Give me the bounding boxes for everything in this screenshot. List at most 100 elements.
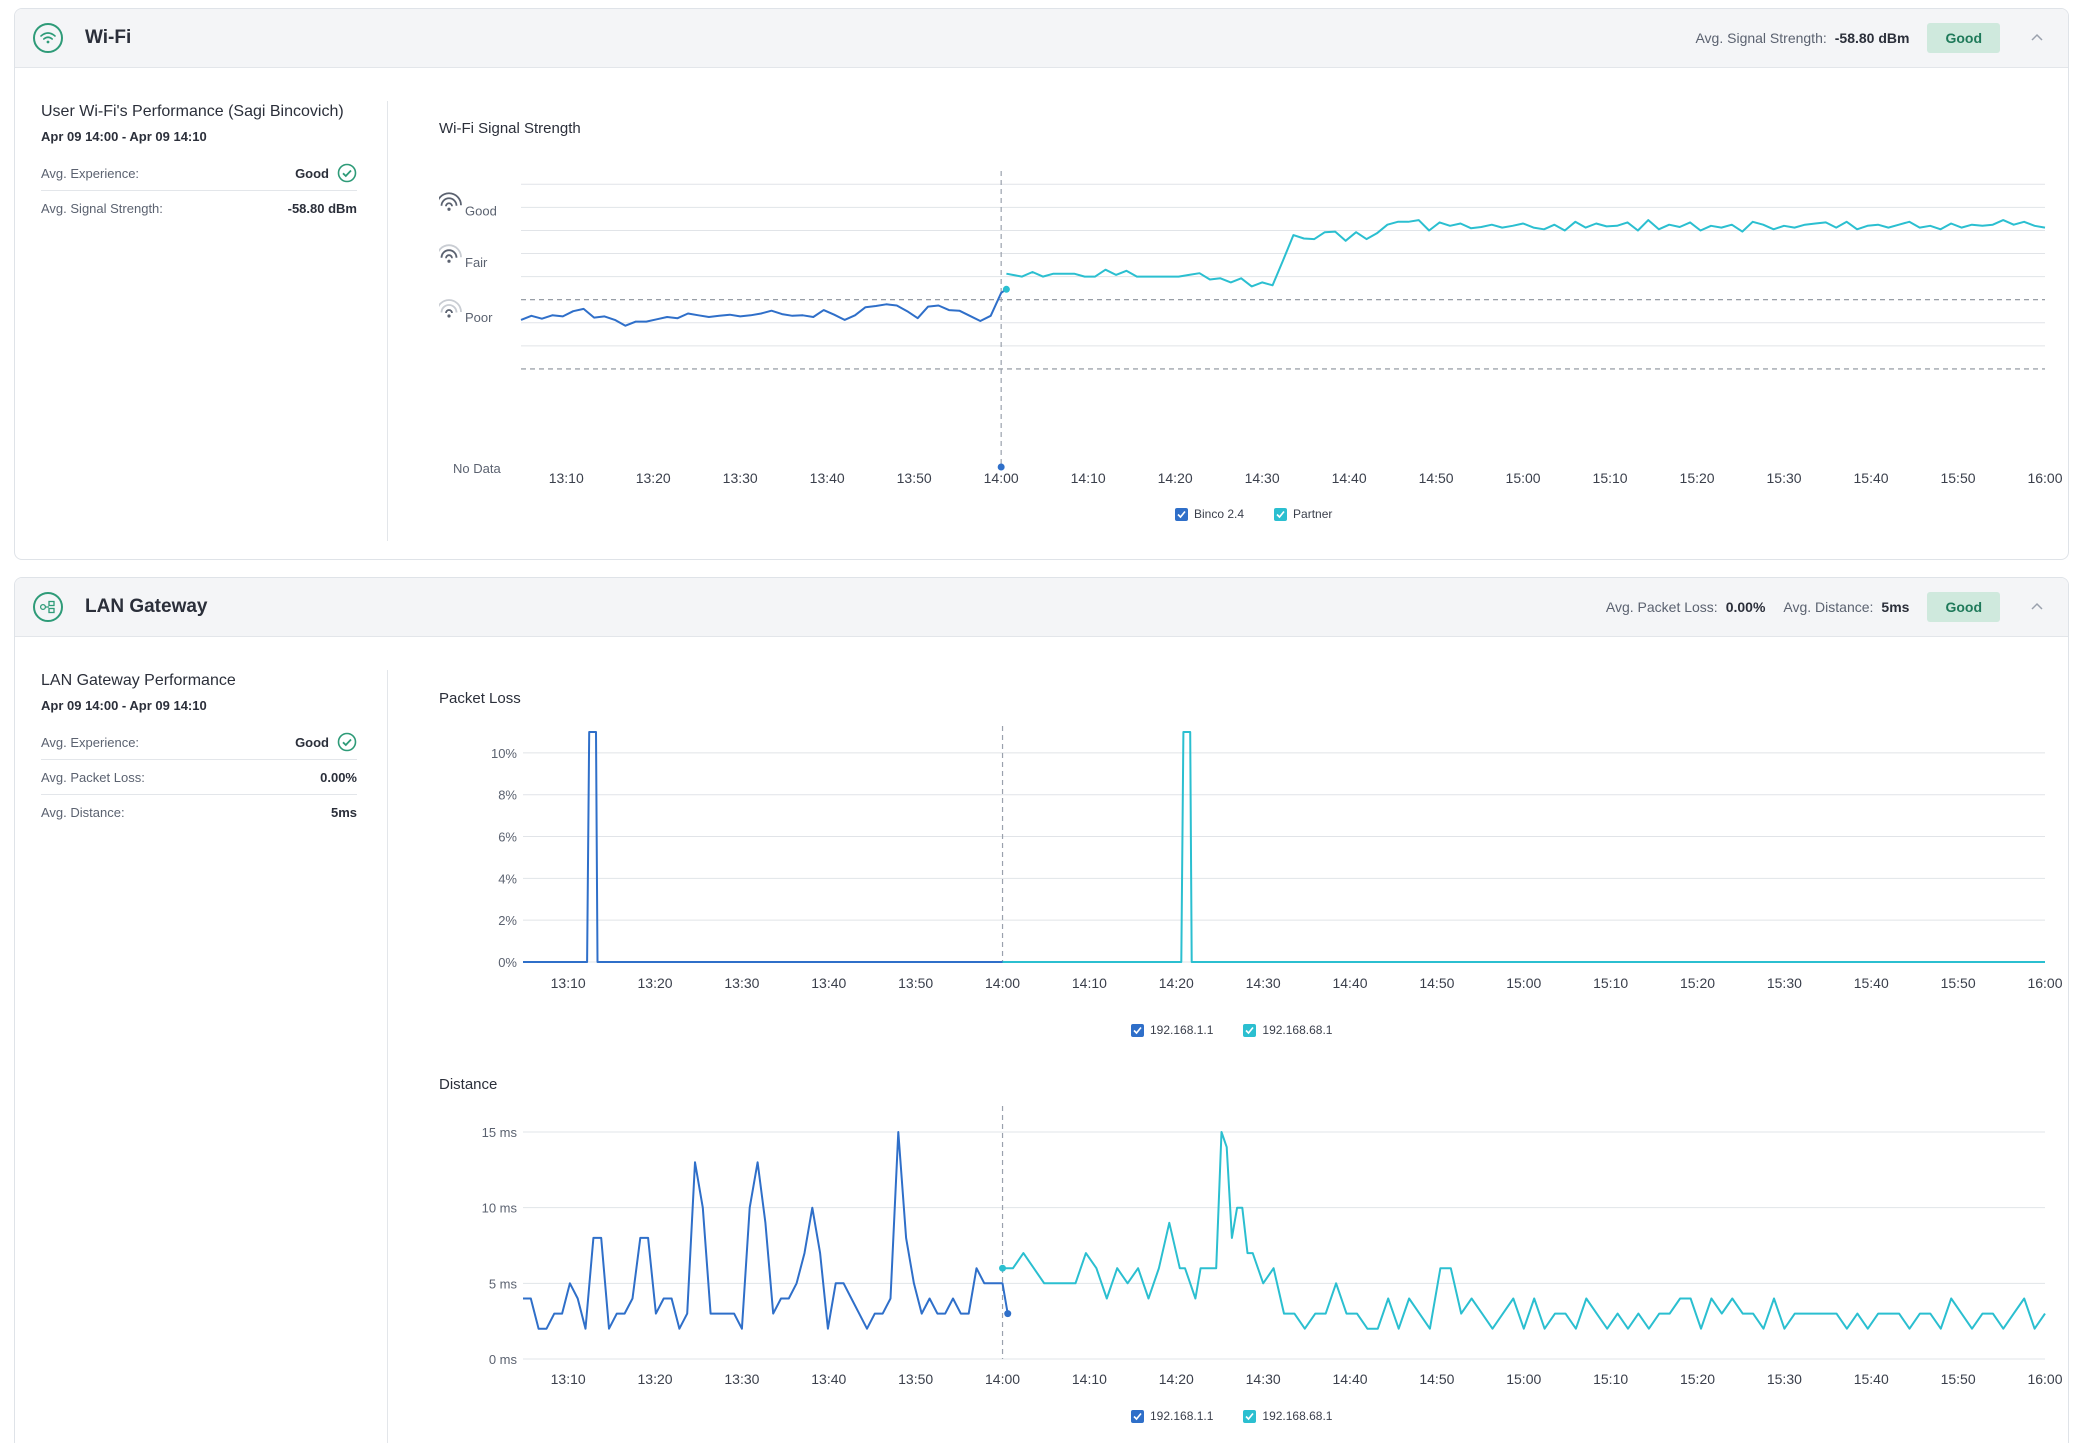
wifi-dot [447, 207, 451, 211]
y-tick-label: 0 ms [489, 1352, 518, 1367]
y-tick-label: 10% [491, 746, 517, 761]
x-tick-label: 15:20 [1680, 975, 1715, 991]
lan-panel-title: LAN Gateway [85, 596, 208, 617]
x-tick-label: 15:10 [1593, 1371, 1628, 1387]
distance-legend: 192.168.1.1 192.168.68.1 [1131, 1409, 1332, 1423]
wifi-icon [33, 23, 63, 53]
distance-chart: 15 ms 10 ms 5 ms 0 ms 13:10 13:20 13:30 13:40 13… [482, 1106, 2063, 1387]
x-tick-label: 14:10 [1071, 470, 1106, 486]
x-tick-label: 14:50 [1419, 470, 1454, 486]
wifi-dot [447, 314, 451, 318]
summary-title: User Wi-Fi's Performance (Sagi Bincovich… [41, 103, 344, 120]
x-tick-label: 15:00 [1506, 470, 1541, 486]
wifi-bar [439, 192, 462, 206]
x-tick-label: 16:00 [2027, 1371, 2062, 1387]
x-tick-label: 14:20 [1158, 470, 1193, 486]
panel-divider [387, 101, 388, 541]
y-tick-label: 2% [498, 913, 517, 928]
legend-item-binco[interactable]: Binco 2.4 [1175, 507, 1244, 521]
marker-dot [1002, 285, 1010, 293]
signal-value: -58.80 dBm [287, 201, 357, 216]
x-tick-label: 15:50 [1940, 470, 1975, 486]
checkbox-icon [1243, 1409, 1257, 1423]
marker-dot [997, 463, 1005, 471]
x-tick-label: 13:50 [898, 975, 933, 991]
header-distance-label: Avg. Distance: [1783, 599, 1874, 615]
header-signal-label: Avg. Signal Strength: [1695, 30, 1827, 46]
summary-row-packet-loss: Avg. Packet Loss: 0.00% [41, 760, 357, 795]
wifi-summary: User Wi-Fi's Performance (Sagi Bincovich… [41, 103, 357, 226]
x-tick-label: 15:40 [1854, 470, 1889, 486]
x-tick-label: 13:40 [811, 1371, 846, 1387]
y-tick-label: 4% [498, 871, 517, 886]
x-tick-label: 15:00 [1506, 1371, 1541, 1387]
status-badge: Good [1927, 592, 2000, 622]
x-tick-label: 13:30 [724, 975, 759, 991]
experience-value: Good [295, 734, 329, 750]
summary-date-range: Apr 09 14:00 - Apr 09 14:10 [41, 698, 207, 713]
wifi-bar [439, 299, 462, 313]
y-category-label: Fair [465, 255, 488, 270]
x-tick-label: 14:40 [1332, 1371, 1367, 1387]
chevron-up-icon[interactable] [2030, 31, 2044, 45]
x-tick-label: 16:00 [2027, 470, 2062, 486]
series-line [520, 288, 1007, 327]
y-tick-label: 8% [498, 788, 517, 803]
x-tick-label: 13:50 [898, 1371, 933, 1387]
x-tick-label: 13:30 [724, 1371, 759, 1387]
summary-title: LAN Gateway Performance [41, 672, 236, 689]
legend-item-192-168-68-1[interactable]: 192.168.68.1 [1243, 1409, 1332, 1423]
x-tick-label: 14:00 [985, 1371, 1020, 1387]
header-distance-value: 5ms [1881, 599, 1910, 615]
header-packet-loss-label: Avg. Packet Loss: [1605, 599, 1718, 615]
chevron-up-icon[interactable] [2030, 600, 2044, 614]
wifi-panel: Wi-Fi Avg. Signal Strength: -58.80 dBm G… [14, 8, 2069, 560]
x-tick-label: 14:30 [1246, 1371, 1281, 1387]
x-tick-label: 14:10 [1072, 1371, 1107, 1387]
x-tick-label: 14:30 [1246, 975, 1281, 991]
x-tick-label: 15:40 [1854, 975, 1889, 991]
experience-value: Good [295, 165, 329, 181]
x-tick-label: 13:10 [549, 470, 584, 486]
x-tick-label: 13:20 [638, 975, 673, 991]
x-tick-label: 15:10 [1593, 470, 1628, 486]
x-tick-label: 14:00 [985, 975, 1020, 991]
legend-item-192-168-1-1[interactable]: 192.168.1.1 [1131, 1409, 1213, 1423]
series-line [1006, 219, 2046, 288]
legend-item-192-168-68-1[interactable]: 192.168.68.1 [1243, 1023, 1332, 1037]
checkbox-icon [1131, 1023, 1144, 1037]
x-tick-label: 13:50 [897, 470, 932, 486]
x-tick-label: 14:30 [1245, 470, 1280, 486]
header-packet-loss-value: 0.00% [1725, 599, 1766, 615]
x-tick-label: 13:40 [810, 470, 845, 486]
checkbox-icon [1274, 507, 1288, 521]
summary-row-experience: Avg. Experience: Good [41, 725, 357, 760]
x-tick-label: 13:20 [636, 470, 671, 486]
y-tick-label: 10 ms [482, 1201, 518, 1216]
wifi-panel-header[interactable]: Wi-Fi Avg. Signal Strength: -58.80 dBm G… [15, 9, 2068, 68]
status-badge: Good [1927, 23, 2000, 53]
x-tick-label: 14:50 [1419, 975, 1454, 991]
series-line [523, 731, 1003, 963]
check-circle-icon [337, 163, 357, 183]
wifi-bar [445, 202, 453, 207]
lan-panel-header[interactable]: LAN Gateway Avg. Packet Loss: 0.00% Avg.… [15, 578, 2068, 637]
wifi-level-icon [439, 244, 462, 263]
x-tick-label: 15:30 [1767, 1371, 1802, 1387]
x-tick-label: 15:40 [1854, 1371, 1889, 1387]
wifi-bar [445, 309, 453, 314]
wifi-level-icon [439, 192, 462, 211]
legend-item-partner[interactable]: Partner [1274, 507, 1332, 521]
gateway-icon [33, 592, 63, 622]
x-tick-label: 13:30 [723, 470, 758, 486]
summary-row-distance: Avg. Distance: 5ms [41, 805, 357, 820]
packet-loss-legend: 192.168.1.1 192.168.68.1 [1131, 1023, 1332, 1037]
x-tick-label: 14:00 [984, 470, 1019, 486]
x-tick-label: 13:10 [551, 1371, 586, 1387]
x-tick-label: 14:20 [1159, 1371, 1194, 1387]
x-tick-label: 15:20 [1680, 1371, 1715, 1387]
wifi-dot [447, 259, 451, 263]
packet-loss-value: 0.00% [320, 769, 357, 785]
legend-item-192-168-1-1[interactable]: 192.168.1.1 [1131, 1023, 1213, 1037]
y-tick-label: 0% [498, 955, 517, 970]
